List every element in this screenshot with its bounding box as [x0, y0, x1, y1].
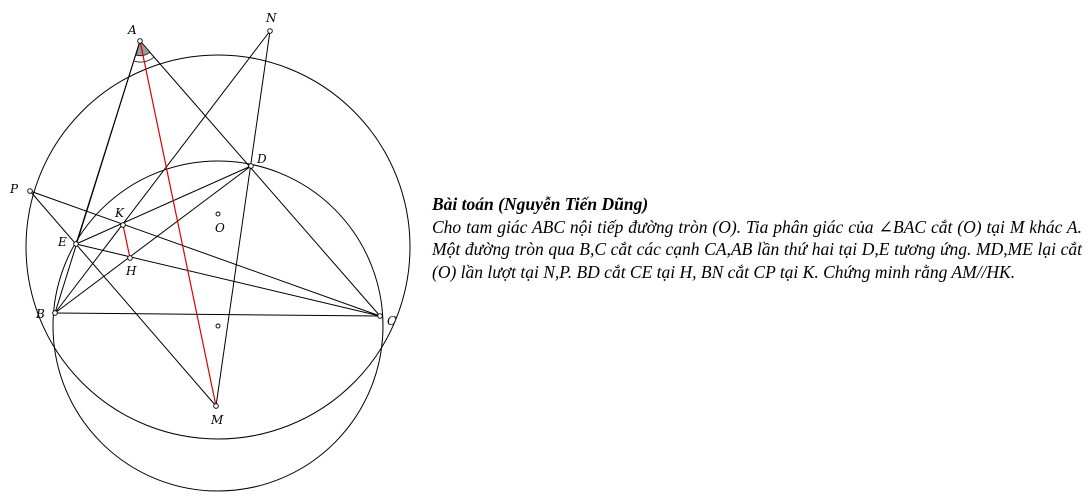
point-o	[215, 211, 221, 217]
point-p	[27, 188, 33, 194]
label-e: E	[57, 235, 67, 249]
point-k	[120, 222, 126, 228]
circumcircle-o	[25, 54, 411, 440]
point-e	[73, 241, 79, 247]
label-o: O	[215, 221, 225, 235]
label-d: D	[256, 152, 267, 166]
segment-bc	[54, 312, 381, 317]
segment-bd	[54, 165, 252, 314]
label-m: M	[210, 413, 224, 427]
line-mn	[215, 30, 271, 407]
segment-ac	[139, 40, 381, 317]
circle-bcde	[52, 160, 384, 492]
label-a: A	[127, 23, 137, 37]
segment-ae	[75, 40, 141, 245]
point-m	[213, 403, 219, 409]
point-center-small	[215, 323, 221, 329]
bisector-am	[139, 40, 217, 407]
problem-statement: Bài toán (Nguyễn Tiến Dũng) Cho tam giác…	[432, 193, 1082, 283]
label-k: K	[114, 206, 125, 220]
segment-ce	[75, 243, 381, 317]
point-n	[267, 28, 273, 34]
segment-ed	[75, 165, 252, 245]
label-n: N	[265, 11, 277, 25]
geometry-figure: A N D P K E O H B C M	[9, 11, 411, 492]
problem-text: Cho tam giác ABC nội tiếp đường tròn (O)…	[432, 216, 1082, 282]
segment-hk	[122, 224, 131, 259]
segment-bn	[54, 30, 271, 314]
point-h	[127, 255, 133, 261]
segment-cp	[29, 190, 381, 317]
point-b	[52, 310, 58, 316]
label-b: B	[35, 307, 45, 321]
point-c	[377, 313, 383, 319]
point-a	[137, 38, 143, 44]
problem-title: Bài toán (Nguyễn Tiến Dũng)	[432, 194, 649, 214]
label-c: C	[387, 314, 396, 328]
point-d	[248, 163, 254, 169]
label-h: H	[125, 264, 137, 278]
line-mp	[29, 190, 217, 407]
label-p: P	[9, 182, 19, 196]
